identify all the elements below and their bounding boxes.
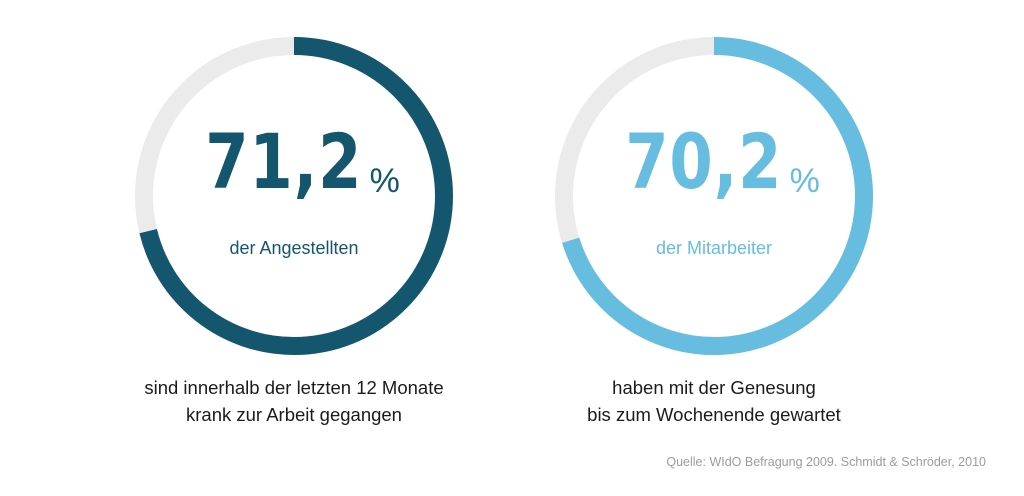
caption-angestellte: sind innerhalb der letzten 12 Monate kra… <box>84 374 504 428</box>
donut-gauge-mitarbeiter: 70,2% der Mitarbeiter <box>554 36 874 356</box>
caption-line: sind innerhalb der letzten 12 Monate <box>144 377 444 398</box>
donut-gauge-angestellte: 71,2% der Angestellten <box>134 36 454 356</box>
donut-chart-angestellte <box>135 37 453 355</box>
caption-mitarbeiter: haben mit der Genesung bis zum Wochenend… <box>504 374 924 428</box>
percent-sign: % <box>789 162 820 200</box>
gauge-center: 71,2% der Angestellten <box>134 36 454 356</box>
percentage-value: 70,2 <box>625 117 783 206</box>
caption-line: krank zur Arbeit gegangen <box>186 404 402 425</box>
gauge-label: der Angestellten <box>229 238 359 258</box>
caption-line: bis zum Wochenende gewartet <box>587 404 841 425</box>
caption-line: haben mit der Genesung <box>612 377 816 398</box>
big-value: 70,2% <box>554 124 874 200</box>
donut-chart-mitarbeiter <box>555 37 873 355</box>
donut-value-arc <box>135 37 453 355</box>
percent-sign: % <box>369 162 400 200</box>
gauge-center: 70,2% der Mitarbeiter <box>554 36 874 356</box>
source-note: Quelle: WIdO Befragung 2009. Schmidt & S… <box>666 455 986 469</box>
donut-value-arc <box>555 37 873 355</box>
gauge-label: der Mitarbeiter <box>655 238 773 258</box>
big-value: 71,2% <box>134 124 454 200</box>
percentage-value: 71,2 <box>205 117 363 206</box>
